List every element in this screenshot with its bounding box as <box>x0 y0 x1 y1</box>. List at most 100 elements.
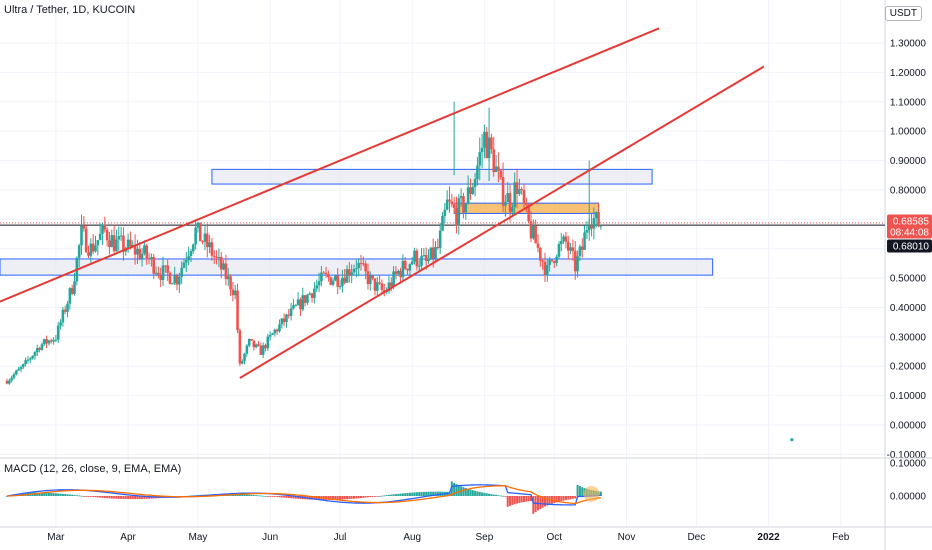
candle-body <box>459 196 463 199</box>
trendline[interactable] <box>0 27 660 303</box>
macd-bar <box>346 496 349 500</box>
candle-body <box>70 288 74 294</box>
macd-bar <box>315 496 318 500</box>
candle-body <box>387 282 391 292</box>
candle-body <box>61 309 65 323</box>
candle-body <box>539 247 542 261</box>
candle-body <box>261 345 265 355</box>
macd-bar <box>513 496 516 505</box>
trendline[interactable] <box>239 65 765 379</box>
macd-bar <box>264 495 267 497</box>
macd-bar <box>343 496 346 500</box>
macd-bar <box>94 496 97 498</box>
last-price-badge <box>887 214 932 239</box>
macd-bar <box>539 496 542 509</box>
macd-bar <box>143 496 146 499</box>
macd-bar <box>115 496 118 499</box>
candle-body <box>254 344 258 348</box>
macd-bar <box>290 496 293 499</box>
macd-bar <box>562 496 565 501</box>
macd-bar <box>287 496 290 499</box>
candle-body <box>73 281 76 294</box>
macd-bar <box>131 496 134 500</box>
candle-body <box>534 225 537 244</box>
macd-bar <box>380 495 383 497</box>
y-tick-label: 1.10000 <box>890 97 927 108</box>
macd-bar <box>520 496 523 503</box>
candle-body <box>473 179 477 188</box>
x-tick-label: Aug <box>403 532 421 543</box>
macd-bar <box>341 496 344 500</box>
candle-body <box>573 251 577 272</box>
macd-bar <box>420 491 423 496</box>
macd-bar <box>373 496 376 497</box>
candle-body <box>257 344 260 346</box>
candle-body <box>271 333 274 335</box>
candle-body <box>336 275 339 287</box>
y-tick-label: 0.00000 <box>890 421 927 432</box>
macd-bar <box>471 490 474 496</box>
candle-body <box>133 244 137 255</box>
candle-body <box>82 225 86 229</box>
support-resistance-zone[interactable] <box>211 168 653 185</box>
macd-bar <box>248 494 251 496</box>
macd-bar <box>36 492 39 496</box>
macd-bar <box>138 496 141 500</box>
candle-body <box>417 265 421 267</box>
macd-bar <box>141 496 144 499</box>
y-tick-label: 0.20000 <box>890 362 927 373</box>
macd-bar <box>495 494 498 496</box>
candle-body <box>63 309 67 312</box>
macd-bar <box>359 496 362 499</box>
candle-body <box>594 212 598 219</box>
macd-bar <box>329 496 332 500</box>
macd-bar <box>455 484 458 496</box>
macd-bar <box>236 494 239 496</box>
candle-body <box>466 187 470 204</box>
macd-bar <box>490 494 493 496</box>
candle-body <box>110 235 114 248</box>
candle-body <box>550 259 554 262</box>
candle-body <box>54 339 58 341</box>
macd-bar <box>555 496 558 503</box>
currency-badge[interactable]: USDT <box>884 6 922 21</box>
macd-bar <box>64 494 67 496</box>
macd-bar <box>311 496 314 500</box>
macd-bar <box>59 493 62 496</box>
candle-body <box>80 225 83 246</box>
macd-bar <box>50 492 53 496</box>
candle-body <box>40 344 44 350</box>
macd-bar <box>481 492 484 496</box>
candle-body <box>562 236 565 242</box>
macd-bar <box>350 496 353 499</box>
macd-bar <box>40 492 43 496</box>
candle-body <box>504 201 507 206</box>
candle-body <box>229 276 232 290</box>
macd-bar <box>516 496 519 504</box>
macd-bar <box>252 495 255 496</box>
macd-bar <box>334 496 337 500</box>
candle-body <box>375 282 379 291</box>
candle-body <box>492 149 496 172</box>
candle-body <box>21 364 25 368</box>
candle-body <box>399 270 402 278</box>
macd-bar <box>122 496 125 499</box>
candle-body <box>5 380 9 384</box>
macd-bar <box>96 496 99 498</box>
candle-body <box>77 245 81 258</box>
candle-body <box>103 224 107 230</box>
candle-body <box>105 229 109 241</box>
macd-bar <box>348 496 351 500</box>
candle-body <box>355 268 358 270</box>
macd-bar <box>401 493 404 496</box>
candle-body <box>164 265 167 267</box>
candle-body <box>17 369 20 371</box>
candle-body <box>329 277 333 285</box>
macd-bar <box>357 496 360 499</box>
macd-bar <box>504 496 507 497</box>
candle-body <box>529 221 533 239</box>
candle-body <box>224 263 228 280</box>
macd-bar <box>394 494 397 496</box>
candle-body <box>101 224 104 234</box>
